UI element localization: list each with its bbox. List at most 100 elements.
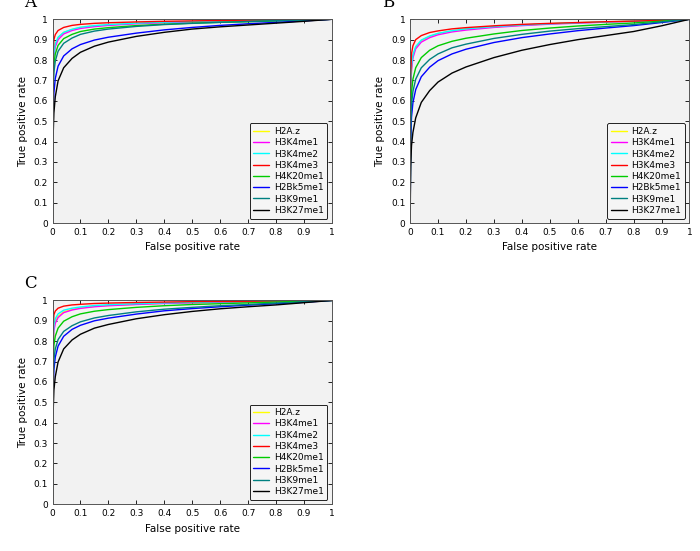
H3K4me3 [328, 297, 336, 304]
H3K27me1 [462, 64, 470, 71]
H3K4me2 [406, 220, 414, 226]
H3K4me2 [216, 299, 224, 305]
H3K4me2 [104, 301, 113, 308]
H2Bk5me1 [50, 366, 58, 373]
H2A.z [685, 16, 694, 23]
H3K4me2 [244, 17, 252, 24]
H3K27me1 [76, 49, 85, 56]
H2A.z [406, 220, 414, 226]
H3K4me3 [104, 300, 113, 306]
H3K4me2 [76, 24, 85, 30]
H3K27me1 [54, 78, 62, 84]
H2A.z [244, 298, 252, 305]
H3K9me1 [407, 101, 416, 108]
H3K4me1 [132, 301, 141, 308]
H3K4me3 [448, 25, 456, 32]
Legend: H2A.z, H3K4me1, H3K4me2, H3K4me3, H4K20me1, H2Bk5me1, H3K9me1, H3K27me1: H2A.z, H3K4me1, H3K4me2, H3K4me3, H4K20m… [607, 123, 685, 219]
H4K20me1 [601, 21, 610, 28]
H3K27me1 [160, 29, 169, 36]
H4K20me1 [300, 298, 308, 305]
H2Bk5me1 [51, 75, 60, 82]
H3K27me1 [68, 55, 76, 62]
H2A.z [188, 299, 197, 306]
H3K9me1 [216, 19, 224, 26]
H3K4me1 [76, 305, 85, 312]
H2Bk5me1 [328, 297, 336, 304]
H2A.z [434, 30, 442, 37]
H3K9me1 [407, 126, 415, 133]
H2A.z [51, 41, 60, 48]
H3K27me1 [448, 70, 456, 77]
H3K4me1 [216, 299, 224, 306]
H3K9me1 [54, 336, 62, 343]
Line: H3K4me1: H3K4me1 [52, 19, 332, 223]
H3K4me2 [328, 16, 336, 23]
H3K9me1 [490, 35, 498, 42]
H3K27me1 [409, 129, 417, 136]
H2A.z [545, 20, 554, 27]
H4K20me1 [244, 18, 252, 25]
H3K9me1 [685, 16, 694, 23]
H3K4me1 [462, 27, 470, 34]
H3K4me3 [76, 301, 85, 307]
H3K9me1 [300, 17, 308, 23]
H2Bk5me1 [657, 19, 666, 26]
H3K4me3 [132, 19, 141, 25]
H4K20me1 [90, 26, 99, 33]
H3K4me3 [518, 21, 526, 28]
H3K4me3 [132, 299, 141, 306]
H4K20me1 [54, 42, 62, 48]
H3K9me1 [76, 31, 85, 37]
H3K27me1 [76, 331, 85, 338]
H3K4me3 [48, 220, 57, 226]
H3K9me1 [545, 28, 554, 34]
H3K27me1 [426, 87, 434, 94]
H3K4me2 [132, 300, 141, 307]
Text: B: B [382, 0, 394, 11]
Text: C: C [25, 276, 37, 292]
H2A.z [60, 309, 68, 315]
H3K27me1 [300, 18, 308, 25]
H2A.z [54, 313, 62, 320]
H2A.z [426, 33, 434, 40]
H3K4me3 [68, 22, 76, 29]
H2Bk5me1 [490, 39, 498, 46]
H3K9me1 [68, 35, 76, 41]
H3K27me1 [48, 501, 57, 507]
H3K4me1 [54, 36, 62, 43]
H3K4me3 [412, 36, 420, 43]
Legend: H2A.z, H3K4me1, H3K4me2, H3K4me3, H4K20me1, H2Bk5me1, H3K9me1, H3K27me1: H2A.z, H3K4me1, H3K4me2, H3K4me3, H4K20m… [249, 404, 328, 500]
H3K27me1 [68, 337, 76, 343]
H2A.z [50, 51, 58, 57]
H3K4me2 [54, 34, 62, 41]
Line: H3K9me1: H3K9me1 [410, 19, 690, 223]
H2Bk5me1 [68, 326, 76, 333]
H3K4me3 [188, 298, 197, 305]
H3K4me1 [90, 23, 99, 30]
H4K20me1 [685, 16, 694, 23]
H3K27me1 [328, 297, 336, 304]
H2A.z [104, 21, 113, 28]
H2Bk5me1 [160, 26, 169, 33]
H3K9me1 [272, 300, 280, 306]
H3K9me1 [216, 302, 224, 309]
H2Bk5me1 [48, 220, 57, 226]
H3K9me1 [51, 345, 60, 352]
H3K4me1 [104, 302, 113, 309]
H3K9me1 [434, 51, 442, 57]
H3K27me1 [417, 99, 426, 106]
H2A.z [601, 19, 610, 25]
H3K4me2 [490, 23, 498, 30]
H3K4me2 [50, 322, 58, 328]
H3K4me1 [409, 55, 417, 61]
H2Bk5me1 [545, 31, 554, 37]
H3K27me1 [407, 142, 416, 149]
H2Bk5me1 [48, 501, 57, 507]
H3K4me3 [60, 303, 68, 310]
Line: H4K20me1: H4K20me1 [52, 300, 332, 504]
H3K4me3 [90, 20, 99, 26]
H4K20me1 [48, 220, 57, 226]
Line: H3K4me1: H3K4me1 [410, 19, 690, 223]
H3K27me1 [573, 36, 582, 43]
H3K4me3 [50, 311, 58, 318]
